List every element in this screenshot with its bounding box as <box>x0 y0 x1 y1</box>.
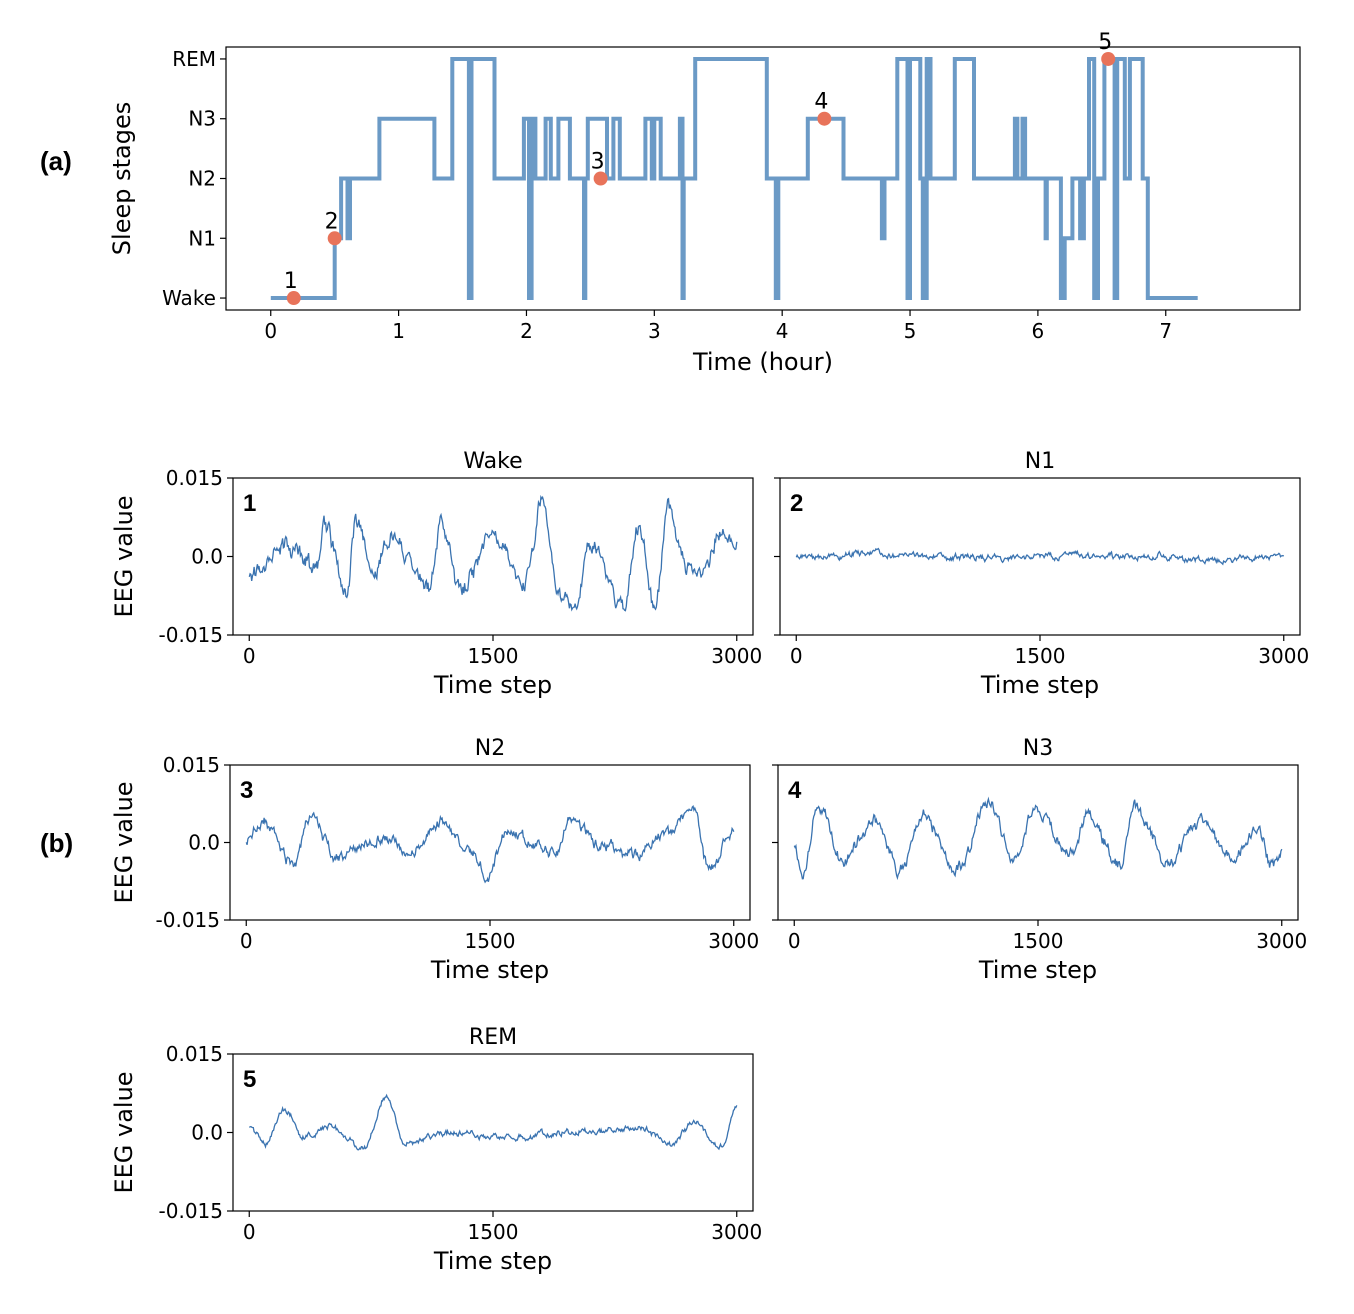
x-tick-label: 1 <box>392 319 405 343</box>
x-tick-label: 3000 <box>1256 929 1307 953</box>
x-tick-label: 1500 <box>1013 929 1064 953</box>
x-tick-label: 0 <box>243 644 256 668</box>
plot-frame <box>229 764 751 921</box>
y-tick-label: 0.0 <box>191 1121 223 1145</box>
x-tick-label: 0 <box>243 1220 256 1244</box>
x-tick-label: 0 <box>240 929 253 953</box>
x-axis-title: Time (hour) <box>692 348 833 376</box>
panel-label-b: (b) <box>40 828 73 858</box>
subplot-title: REM <box>469 1025 517 1050</box>
eeg-chart-wake: 0 1500 3000 0.015 0.0 -0.015 Wake 1 Time step EEG… <box>110 449 762 699</box>
x-tick-label: 0 <box>790 644 803 668</box>
eeg-chart-n1: 0 1500 3000 N1 2 Time step <box>774 449 1309 699</box>
stage-marker-label: 4 <box>814 90 828 115</box>
y-tick-label: N3 <box>188 107 216 131</box>
eeg-trace <box>248 494 738 612</box>
x-axis-title: Time step <box>433 1247 552 1275</box>
hypnogram-line <box>270 57 1198 300</box>
x-tick-label: 2 <box>520 319 533 343</box>
panel-label-a: (a) <box>40 146 72 176</box>
stage-marker-label: 2 <box>325 209 339 234</box>
x-tick-label: 3000 <box>708 929 759 953</box>
subplot-number: 2 <box>790 490 803 517</box>
stage-marker <box>817 111 832 126</box>
stage-marker-label: 5 <box>1098 30 1112 55</box>
y-tick-label: Wake <box>162 286 216 310</box>
x-tick-label: 1500 <box>465 929 516 953</box>
y-tick-label: REM <box>172 47 216 71</box>
y-axis-title: Sleep stages <box>108 102 136 255</box>
x-tick-label: 3000 <box>711 1220 762 1244</box>
subplot-title: N1 <box>1025 449 1055 474</box>
subplot-number: 1 <box>243 490 256 517</box>
y-tick-label: N2 <box>188 167 216 191</box>
stage-marker <box>593 171 608 186</box>
subplot-number: 3 <box>240 777 253 804</box>
eeg-trace <box>245 804 735 884</box>
y-tick-label: -0.015 <box>159 623 223 647</box>
x-axis-title: Time step <box>980 671 1099 699</box>
x-tick-label: 1500 <box>468 1220 519 1244</box>
x-tick-label: 3000 <box>711 644 762 668</box>
subplot-number: 4 <box>788 777 802 804</box>
hypnogram-chart: 0 1 2 3 4 5 6 7 Wake N1 N2 N3 REM 1 2 3 4 5 Time (hour) Sle… <box>108 30 1301 376</box>
eeg-chart-rem: 0 1500 3000 0.015 0.0 -0.015 REM 5 Time step EEG … <box>110 1025 762 1275</box>
x-tick-label: 0 <box>264 319 277 343</box>
subplot-title: Wake <box>463 449 522 474</box>
y-tick-label: -0.015 <box>156 908 220 932</box>
x-tick-label: 7 <box>1159 319 1172 343</box>
x-tick-label: 1500 <box>1015 644 1066 668</box>
subplot-number: 5 <box>243 1066 256 1093</box>
plot-frame <box>232 1053 754 1212</box>
x-tick-label: 0 <box>788 929 801 953</box>
subplot-title: N3 <box>1023 736 1053 761</box>
x-tick-label: 6 <box>1032 319 1045 343</box>
x-tick-label: 5 <box>904 319 917 343</box>
y-tick-label: 0.015 <box>166 466 223 490</box>
x-axis-title: Time step <box>433 671 552 699</box>
y-axis-title: EEG value <box>110 495 138 617</box>
y-tick-label: 0.015 <box>163 753 220 777</box>
stage-marker <box>1101 51 1116 66</box>
stage-marker <box>327 231 342 246</box>
x-tick-label: 3000 <box>1258 644 1309 668</box>
eeg-trace <box>248 1093 738 1151</box>
eeg-trace <box>795 547 1285 566</box>
y-tick-label: N1 <box>188 226 216 250</box>
plot-frame <box>232 477 754 636</box>
y-axis-title: EEG value <box>110 781 138 903</box>
y-tick-label: 0.0 <box>191 545 223 569</box>
x-tick-label: 1500 <box>468 644 519 668</box>
y-tick-label: -0.015 <box>159 1199 223 1223</box>
stage-marker-label: 1 <box>284 269 298 294</box>
plot-frame <box>777 764 1299 921</box>
x-tick-label: 4 <box>776 319 789 343</box>
y-tick-label: 0.015 <box>166 1042 223 1066</box>
stage-marker <box>286 291 301 306</box>
x-axis-title: Time step <box>978 956 1097 984</box>
x-tick-label: 3 <box>648 319 661 343</box>
y-tick-label: 0.0 <box>188 831 220 855</box>
eeg-trace <box>793 796 1283 881</box>
subplot-title: N2 <box>475 736 505 761</box>
x-axis-title: Time step <box>430 956 549 984</box>
stage-marker-label: 3 <box>591 150 605 175</box>
plot-frame <box>225 46 1301 311</box>
eeg-chart-n2: 0 1500 3000 0.015 0.0 -0.015 N2 3 Time step EEG v… <box>110 736 759 984</box>
y-axis-title: EEG value <box>110 1071 138 1193</box>
eeg-chart-n3: 0 1500 3000 N3 4 Time step <box>772 736 1307 984</box>
